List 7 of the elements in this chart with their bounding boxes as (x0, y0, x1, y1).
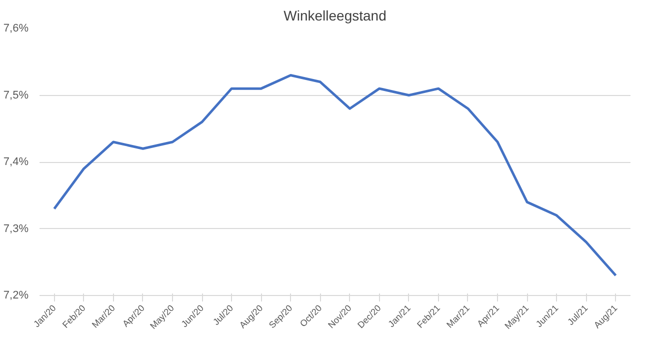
y-tick-label: 7,4% (3, 156, 29, 168)
line-series (53, 74, 617, 277)
y-tick-label: 7,3% (3, 222, 29, 235)
y-tick-label: 7,6% (3, 22, 29, 34)
y-tick-label: 7,2% (3, 290, 29, 302)
chart-title: Winkelleegstand (284, 8, 386, 24)
y-tick-label: 7,5% (3, 89, 29, 102)
